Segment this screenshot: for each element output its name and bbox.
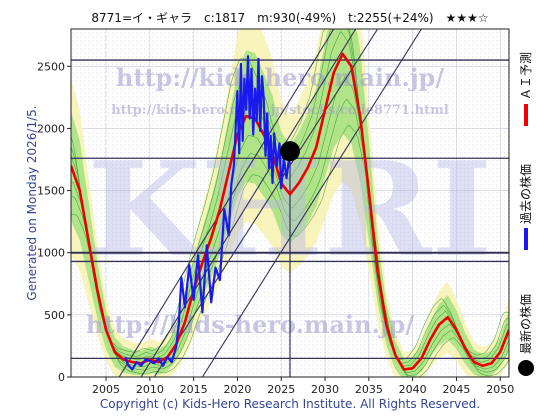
trend-guide-line [201,29,422,377]
y-tick-label: 1500 [37,185,65,198]
legend-marker-latest [518,360,534,376]
x-tick-label: 2005 [92,383,120,396]
y-tick-label: 2500 [37,60,65,73]
generated-note: Generated on Monday 2026/1/5. [25,105,39,300]
watermark-url-page: http://kids-hero.main.jp/stocks/code8771… [111,103,449,118]
x-tick-label: 2025 [267,383,295,396]
x-tick-label: 2015 [180,383,208,396]
y-tick-label: 2000 [37,122,65,135]
legend-label: ＡＩ予測 [519,52,533,100]
watermark-url-top: http://kids-hero.main.jp/ [116,63,444,92]
y-tick-label: 500 [44,309,65,322]
x-tick-label: 2030 [311,383,339,396]
x-tick-label: 2040 [399,383,427,396]
y-axis: 0 500 1000 1500 2000 2500 [37,60,71,384]
copyright-footer: Copyright (c) Kids-Hero Research Institu… [100,397,480,411]
chart-title: 8771=イ・ギャラ c:1817 m:930(-49%) t:2255(+24… [91,11,488,25]
trend-guide-line [118,29,335,377]
series [71,52,509,371]
plot-frame [70,28,510,378]
trend-guide-line [153,29,379,377]
x-tick-label: 2050 [486,383,514,396]
x-tick-label: 2010 [136,383,164,396]
latest-price-dot [280,141,300,162]
x-tick-label: 2020 [223,383,251,396]
series-past-price [124,55,292,371]
watermark-url-bottom: http://kids-hero.main.jp/ [86,310,414,339]
y-tick-label: 0 [58,371,65,384]
markers [280,141,300,162]
legend-label: 過去の株価 [518,164,533,224]
x-tick-label: 2035 [355,383,383,396]
y-tick-label: 1000 [37,247,65,260]
x-axis: 2005 2010 2015 2020 2025 2030 2035 2040 2045 2050 [92,377,514,396]
x-tick-label: 2045 [442,383,470,396]
legend-label: 最新の株価 [518,294,533,354]
trend-guide-line [140,29,357,377]
